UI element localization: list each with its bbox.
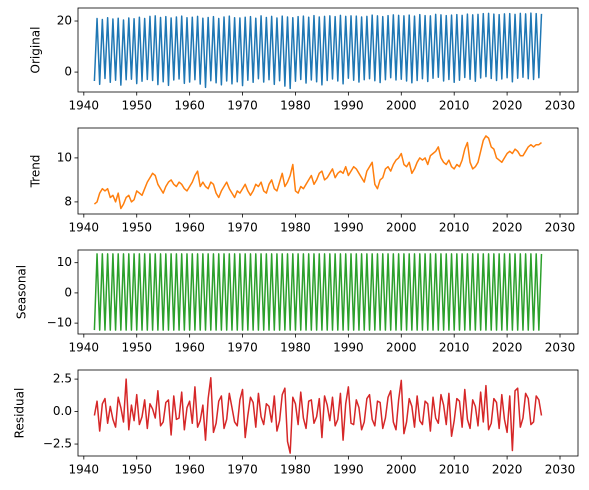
y-tick-label: 8 xyxy=(64,194,72,208)
y-tick-label: 10 xyxy=(57,255,72,269)
axes-frame xyxy=(77,127,579,215)
x-tick-label: 2020 xyxy=(492,341,523,355)
x-tick-label: 1940 xyxy=(69,463,100,477)
axes-frame xyxy=(77,7,579,93)
x-tick-label: 1990 xyxy=(333,463,364,477)
y-tick-label: 0 xyxy=(64,285,72,299)
x-tick-label: 1970 xyxy=(227,99,258,113)
x-tick-label: 1940 xyxy=(69,341,100,355)
y-tick-label: −10 xyxy=(47,316,72,330)
x-tick-label: 2030 xyxy=(545,99,576,113)
x-tick-label: 2010 xyxy=(439,99,470,113)
x-tick-label: 2000 xyxy=(386,99,417,113)
x-tick-label: 2030 xyxy=(545,221,576,235)
x-tick-label: 1940 xyxy=(69,99,100,113)
x-tick-label: 1950 xyxy=(121,99,152,113)
x-tick-label: 1970 xyxy=(227,221,258,235)
x-tick-label: 2010 xyxy=(439,221,470,235)
y-axis-label: Seasonal xyxy=(15,265,29,319)
x-tick-label: 2020 xyxy=(492,99,523,113)
x-tick-label: 1940 xyxy=(69,221,100,235)
y-tick-label: 10 xyxy=(57,150,72,164)
x-tick-label: 1950 xyxy=(121,341,152,355)
x-tick-label: 2030 xyxy=(545,341,576,355)
y-tick-label: 2.5 xyxy=(53,372,72,386)
y-axis-label: Trend xyxy=(29,155,43,189)
x-tick-label: 1990 xyxy=(333,341,364,355)
x-tick-label: 2020 xyxy=(492,463,523,477)
x-tick-label: 1980 xyxy=(280,99,311,113)
x-tick-label: 1980 xyxy=(280,341,311,355)
y-axis-label: Original xyxy=(29,27,43,74)
data-line xyxy=(93,253,543,331)
x-tick-label: 2030 xyxy=(545,463,576,477)
x-tick-label: 1960 xyxy=(174,99,205,113)
x-tick-label: 1970 xyxy=(227,463,258,477)
x-tick-label: 1990 xyxy=(333,221,364,235)
x-tick-label: 2000 xyxy=(386,463,417,477)
x-tick-label: 2010 xyxy=(439,463,470,477)
x-tick-label: 1980 xyxy=(280,221,311,235)
x-tick-label: 1960 xyxy=(174,221,205,235)
y-tick-label: 0 xyxy=(64,65,72,79)
y-tick-label: 20 xyxy=(57,14,72,28)
y-axis-label: Residual xyxy=(13,388,27,439)
x-tick-label: 2000 xyxy=(386,341,417,355)
x-tick-label: 2010 xyxy=(439,341,470,355)
x-tick-label: 1950 xyxy=(121,463,152,477)
data-line xyxy=(93,135,542,210)
axes-frame xyxy=(77,249,579,335)
x-tick-label: 2020 xyxy=(492,221,523,235)
x-tick-label: 1970 xyxy=(227,341,258,355)
data-line xyxy=(93,377,543,454)
x-tick-label: 1990 xyxy=(333,99,364,113)
x-tick-label: 1950 xyxy=(121,221,152,235)
x-tick-label: 2000 xyxy=(386,221,417,235)
axes-frame xyxy=(77,369,579,457)
data-line xyxy=(93,12,543,90)
y-tick-label: 0.0 xyxy=(53,404,72,418)
x-tick-label: 1960 xyxy=(174,463,205,477)
x-tick-label: 1960 xyxy=(174,341,205,355)
y-tick-label: −2.5 xyxy=(43,437,72,451)
x-tick-label: 1980 xyxy=(280,463,311,477)
